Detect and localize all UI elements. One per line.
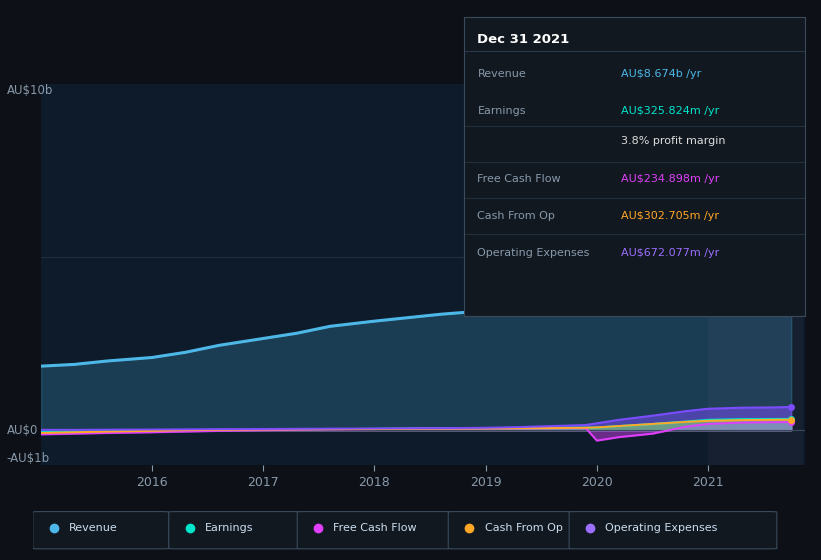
- Text: Earnings: Earnings: [205, 523, 254, 533]
- FancyBboxPatch shape: [33, 512, 169, 549]
- Text: AU$672.077m /yr: AU$672.077m /yr: [621, 249, 719, 259]
- Text: Free Cash Flow: Free Cash Flow: [478, 174, 561, 184]
- Text: Cash From Op: Cash From Op: [478, 211, 555, 221]
- Text: Free Cash Flow: Free Cash Flow: [333, 523, 417, 533]
- FancyBboxPatch shape: [169, 512, 301, 549]
- FancyBboxPatch shape: [297, 512, 452, 549]
- Text: Revenue: Revenue: [478, 69, 526, 79]
- FancyBboxPatch shape: [569, 512, 777, 549]
- Text: AU$8.674b /yr: AU$8.674b /yr: [621, 69, 701, 79]
- Text: AU$10b: AU$10b: [7, 84, 53, 97]
- FancyBboxPatch shape: [448, 512, 573, 549]
- Text: -AU$1b: -AU$1b: [7, 452, 50, 465]
- Text: AU$302.705m /yr: AU$302.705m /yr: [621, 211, 718, 221]
- Text: Dec 31 2021: Dec 31 2021: [478, 33, 570, 46]
- Text: Revenue: Revenue: [69, 523, 118, 533]
- Text: Cash From Op: Cash From Op: [484, 523, 562, 533]
- Text: Operating Expenses: Operating Expenses: [478, 249, 589, 259]
- Bar: [708, 84, 802, 465]
- Text: AU$325.824m /yr: AU$325.824m /yr: [621, 106, 719, 116]
- Text: Earnings: Earnings: [478, 106, 526, 116]
- Text: 3.8% profit margin: 3.8% profit margin: [621, 136, 725, 146]
- Text: Operating Expenses: Operating Expenses: [605, 523, 718, 533]
- Text: AU$234.898m /yr: AU$234.898m /yr: [621, 174, 719, 184]
- Text: AU$0: AU$0: [7, 424, 38, 437]
